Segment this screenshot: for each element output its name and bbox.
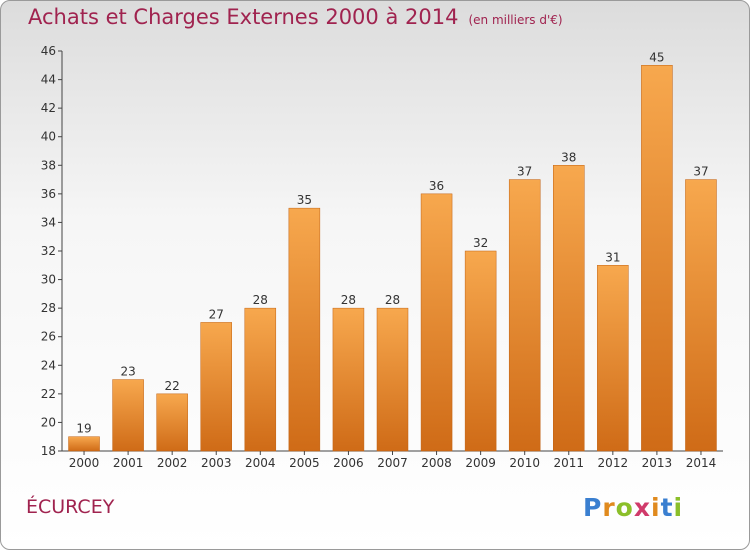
bar-value-label: 28 <box>385 293 400 307</box>
bar <box>112 379 144 452</box>
bar-value-label: 35 <box>297 193 312 207</box>
x-tick-label: 2012 <box>598 456 629 470</box>
bar <box>597 265 629 452</box>
x-tick-label: 2002 <box>157 456 188 470</box>
bar <box>244 307 277 452</box>
bar <box>508 179 541 452</box>
bar-value-label: 45 <box>649 50 664 64</box>
location-label: ÉCURCEY <box>26 496 115 518</box>
y-tick-label: 28 <box>41 301 56 315</box>
logo-letter: i <box>651 493 661 522</box>
bar <box>641 65 673 452</box>
bar <box>68 436 100 452</box>
y-tick-label: 18 <box>41 444 56 458</box>
y-tick-label: 42 <box>41 101 56 115</box>
proxiti-logo: Proxiti <box>583 493 683 522</box>
unit-note: (en milliers d'€) <box>468 13 563 27</box>
logo-letter: i <box>673 493 684 522</box>
y-tick-label: 20 <box>41 415 56 429</box>
y-tick-label: 38 <box>41 158 56 172</box>
x-tick-label: 2006 <box>333 456 364 470</box>
bar-value-label: 32 <box>473 236 488 250</box>
x-tick-label: 2009 <box>465 456 496 470</box>
bar <box>288 207 321 452</box>
bar-value-label: 22 <box>165 379 180 393</box>
bar <box>200 322 232 452</box>
x-tick-label: 2014 <box>686 456 717 470</box>
bar-value-label: 31 <box>605 250 620 264</box>
x-tick-label: 2004 <box>245 456 276 470</box>
y-tick-label: 44 <box>41 73 56 87</box>
y-tick-label: 36 <box>41 187 56 201</box>
logo-letter: r <box>602 493 616 522</box>
bar-value-label: 19 <box>76 422 91 436</box>
bar <box>332 307 365 452</box>
logo-letter: o <box>615 493 634 522</box>
x-tick-label: 2011 <box>553 456 584 470</box>
bar <box>553 165 585 452</box>
x-tick-label: 2000 <box>69 456 100 470</box>
bar-value-label: 37 <box>517 165 532 179</box>
x-tick-label: 2003 <box>201 456 232 470</box>
bar-value-label: 28 <box>341 293 356 307</box>
bar-value-label: 37 <box>693 165 708 179</box>
bar-value-label: 23 <box>120 365 135 379</box>
y-tick-label: 46 <box>41 44 56 58</box>
bar <box>464 250 497 452</box>
bar <box>376 307 409 452</box>
y-tick-label: 32 <box>41 244 56 258</box>
bar-value-label: 38 <box>561 150 576 164</box>
chart-title-block: Achats et Charges Externes 2000 à 2014 (e… <box>28 5 563 29</box>
bar-value-label: 28 <box>253 293 268 307</box>
y-tick-label: 40 <box>41 130 56 144</box>
bar <box>685 179 717 452</box>
chart-title: Achats et Charges Externes 2000 à 2014 <box>28 5 459 29</box>
y-tick-label: 26 <box>41 330 56 344</box>
y-tick-label: 24 <box>41 358 56 372</box>
bar <box>156 393 188 452</box>
logo-letter: x <box>633 493 651 522</box>
y-tick-label: 30 <box>41 273 56 287</box>
x-tick-label: 2001 <box>113 456 144 470</box>
x-tick-label: 2008 <box>421 456 452 470</box>
bar-value-label: 36 <box>429 179 444 193</box>
y-tick-label: 22 <box>41 387 56 401</box>
logo-letter: t <box>660 493 674 522</box>
x-tick-label: 2005 <box>289 456 320 470</box>
x-tick-label: 2010 <box>509 456 540 470</box>
bar <box>420 193 453 452</box>
x-tick-label: 2007 <box>377 456 408 470</box>
x-tick-label: 2013 <box>642 456 673 470</box>
logo-letter: P <box>583 493 603 522</box>
y-tick-label: 34 <box>41 215 56 229</box>
bar-value-label: 27 <box>209 307 224 321</box>
